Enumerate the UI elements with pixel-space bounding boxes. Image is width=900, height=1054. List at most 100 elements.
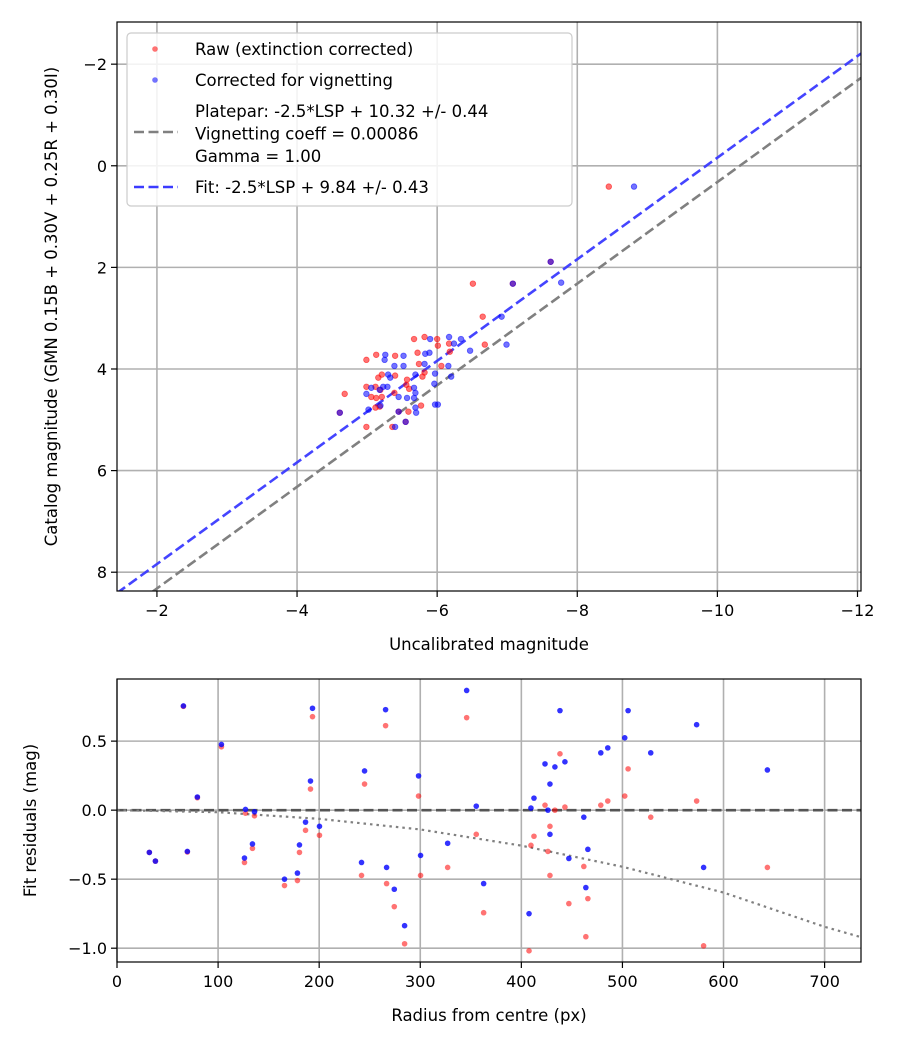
raw-residual-point — [621, 793, 628, 799]
x-tick-label: 600 — [708, 972, 739, 991]
raw-residual-point — [309, 713, 316, 720]
corrected-point — [466, 347, 474, 354]
raw-residual-point — [598, 802, 604, 808]
raw-point — [373, 351, 380, 358]
bottom-plot-fit-residuals: 0 100 200 300 400 500 600 700 0.5 0.0 −0.5 −1.0 Radi… — [21, 678, 862, 1025]
raw-residual-point — [552, 807, 558, 813]
corrected-residual-point — [547, 781, 553, 787]
corrected-residual-point — [417, 852, 424, 859]
x-axis-label: Uncalibrated magnitude — [389, 635, 589, 654]
fit-line — [117, 52, 861, 591]
x-tick-label: 300 — [405, 972, 436, 991]
raw-residual-point — [693, 798, 700, 804]
vignetting-curve — [117, 809, 861, 939]
x-tick-label: 400 — [506, 972, 537, 991]
raw-residual-point — [473, 831, 480, 838]
raw-point — [438, 362, 445, 370]
raw-residual-point — [542, 802, 548, 808]
corrected-point — [412, 409, 420, 416]
x-tick-label: −2 — [145, 601, 169, 620]
corrected-point — [384, 383, 391, 390]
raw-residual-point — [307, 786, 314, 792]
corrected-point — [509, 280, 517, 287]
raw-point — [391, 352, 399, 359]
raw-residual-point — [625, 766, 631, 772]
raw-point — [479, 313, 486, 320]
corrected-residual-point — [526, 910, 532, 917]
y-tick-label: 0.0 — [82, 801, 107, 820]
legend-platepar-label: Platepar: -2.5*LSP + 10.32 +/- 0.44 — [195, 102, 488, 121]
corrected-point — [426, 335, 434, 343]
corrected-point — [498, 313, 505, 320]
raw-residual-point — [566, 900, 572, 907]
raw-residual-point — [528, 842, 534, 849]
corrected-point — [391, 362, 398, 370]
corrected-point — [426, 349, 433, 356]
legend-corrected-label: Corrected for vignetting — [195, 71, 393, 90]
raw-point — [363, 356, 370, 364]
raw-point — [446, 348, 453, 355]
corrected-residual-point — [562, 759, 568, 765]
raw-residual-point — [531, 833, 537, 840]
platepar-line — [151, 76, 861, 591]
corrected-residual-point — [382, 706, 389, 713]
raw-residual-point — [415, 793, 422, 799]
raw-point — [375, 374, 382, 381]
x-tick-label: 200 — [304, 972, 335, 991]
corrected-residual-point — [281, 876, 288, 882]
y-tick-label: 4 — [97, 360, 107, 379]
raw-point — [373, 394, 380, 402]
corrected-point — [403, 394, 411, 402]
legend-box — [126, 32, 573, 207]
raw-residual-point — [463, 714, 470, 721]
y-tick-label: 0 — [97, 157, 107, 176]
raw-point — [433, 335, 441, 343]
y-tick-label: −2 — [83, 55, 107, 74]
corrected-residual-point — [473, 803, 480, 809]
x-tick-label: 100 — [203, 972, 234, 991]
corrected-point — [395, 393, 402, 401]
corrected-residual-point — [581, 814, 587, 820]
raw-point — [363, 423, 370, 431]
corrected-residual-point — [415, 773, 422, 779]
raw-point — [341, 390, 348, 398]
raw-residual-point — [545, 848, 551, 855]
raw-point — [405, 408, 412, 415]
corrected-residual-point — [309, 705, 316, 712]
corrected-residual-point — [547, 831, 553, 838]
raw-point — [421, 333, 428, 341]
raw-residual-point — [581, 863, 587, 870]
corrected-residual-point — [302, 819, 309, 825]
corrected-residual-point — [316, 823, 323, 830]
raw-residual-point — [417, 872, 424, 879]
corrected-residual-point — [700, 864, 707, 871]
corrected-point — [445, 362, 452, 370]
raw-residual-point — [547, 823, 553, 830]
raw-point — [434, 342, 442, 349]
axes-frame — [116, 21, 862, 592]
corrected-residual-point — [647, 750, 654, 756]
plot-area — [117, 687, 861, 954]
y-axis-label: Fit residuals (mag) — [21, 744, 40, 897]
raw-residual-point — [547, 872, 553, 879]
plot-area — [117, 52, 861, 591]
corrected-residual-point — [764, 767, 771, 773]
x-tick-label: −8 — [565, 601, 589, 620]
corrected-residual-point — [621, 735, 628, 741]
corrected-point — [336, 409, 343, 416]
y-tick-label: −1.0 — [68, 939, 107, 958]
raw-residual-point — [383, 880, 390, 887]
raw-residual-point — [647, 814, 654, 820]
corrected-residual-point — [585, 846, 591, 853]
corrected-residual-point — [361, 768, 368, 774]
raw-residual-point — [382, 722, 389, 729]
raw-residual-point — [583, 933, 589, 940]
corrected-residual-point — [566, 855, 572, 862]
raw-residual-point — [316, 832, 323, 839]
raw-residual-point — [401, 940, 408, 947]
corrected-point — [368, 384, 375, 391]
corrected-point — [377, 402, 384, 409]
raw-point — [469, 280, 477, 287]
raw-residual-point — [241, 859, 248, 866]
legend: Raw (extinction corrected) Corrected for … — [126, 32, 573, 207]
